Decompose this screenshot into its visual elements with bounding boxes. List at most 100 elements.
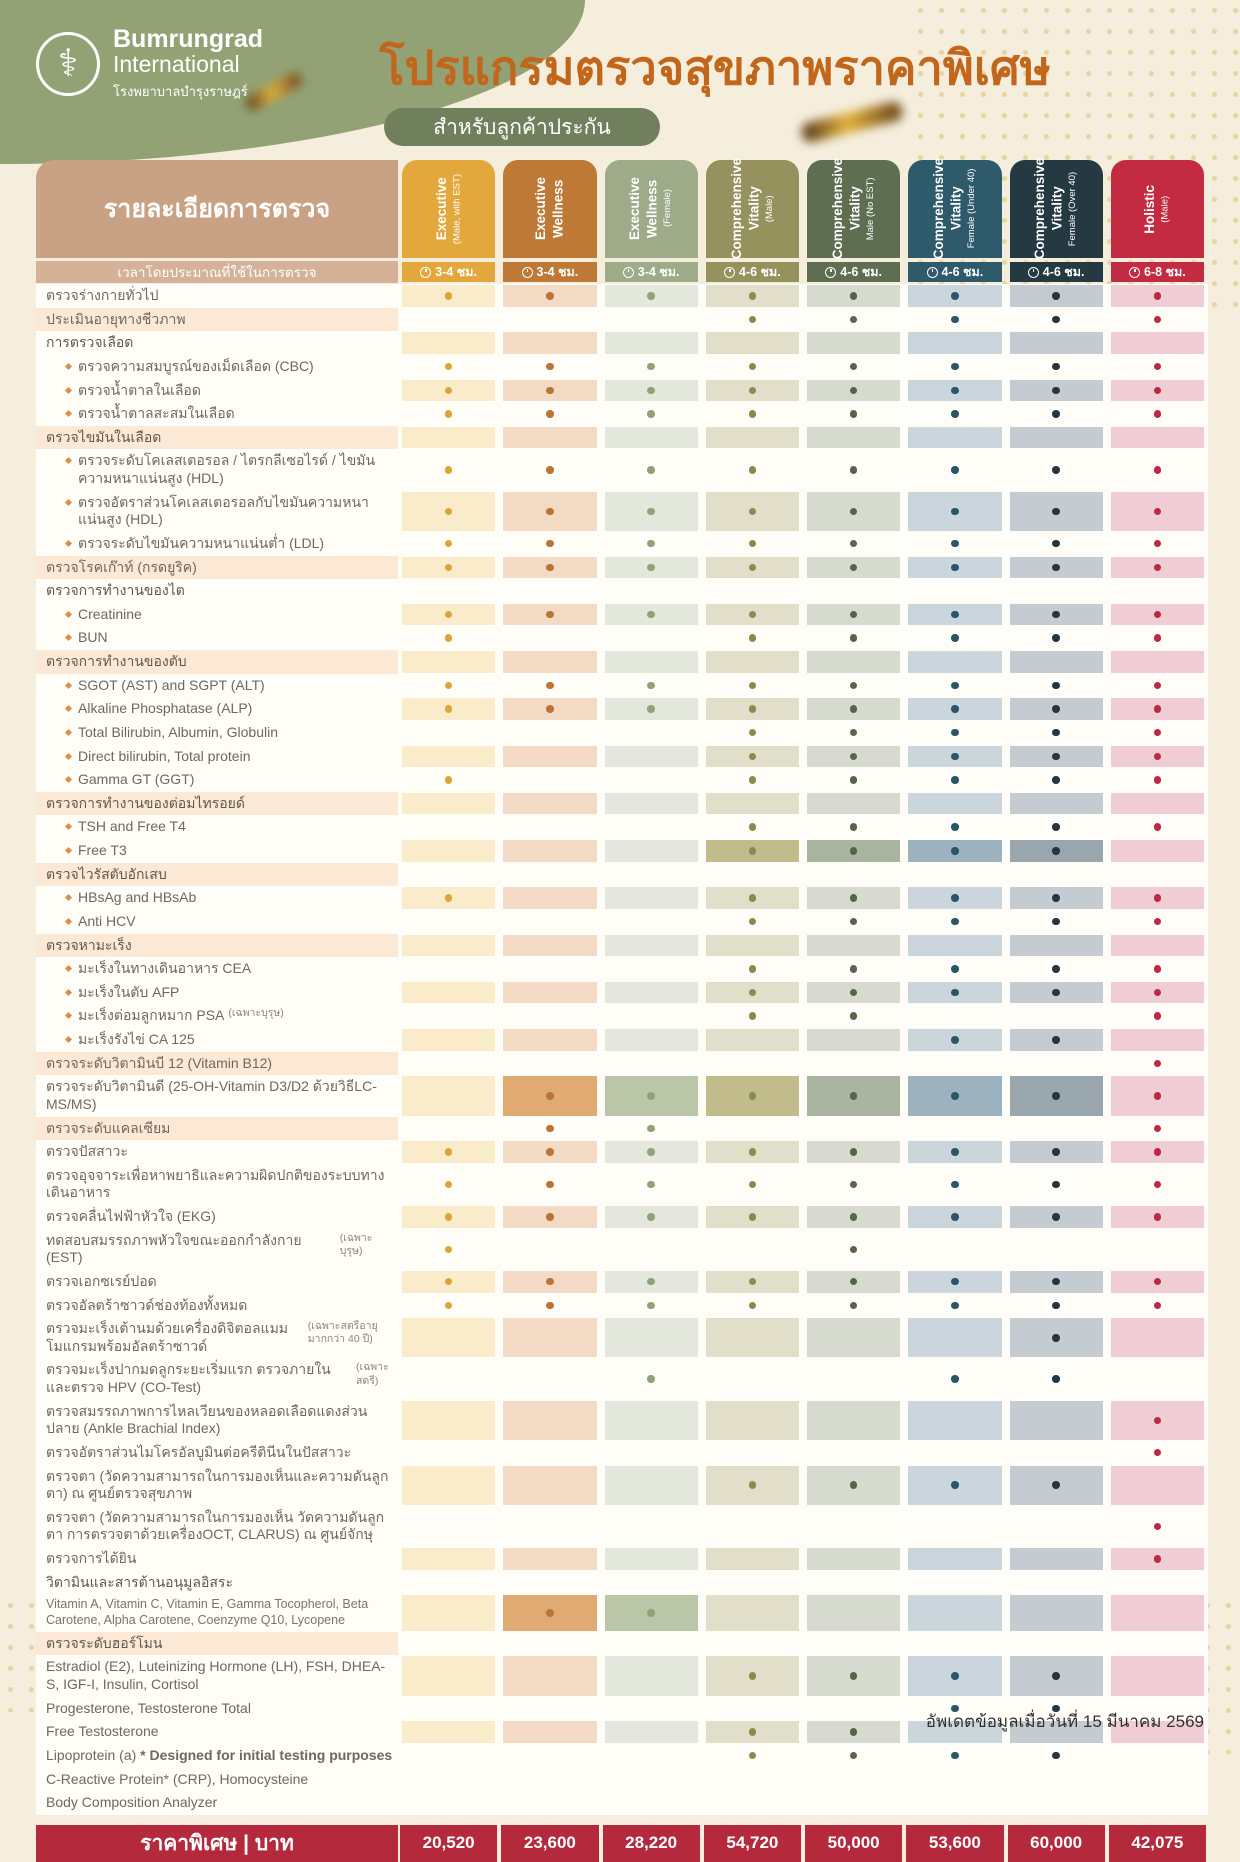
program-cell-bg [908, 698, 1002, 720]
program-cell [601, 579, 702, 603]
included-dot [1153, 292, 1162, 300]
included-dot [1153, 823, 1162, 831]
included-dot [1153, 507, 1162, 515]
duration-cell-bg: 4-6 ชม. [807, 262, 901, 282]
program-cell [499, 745, 600, 769]
program-cell-bg [604, 285, 698, 307]
program-cell [601, 768, 702, 792]
program-subtitle: (Male) [763, 195, 775, 223]
program-cell-bg [1110, 981, 1204, 1004]
included-dot [951, 610, 959, 619]
program-cell [1006, 379, 1107, 403]
table-row: ตรวจระดับฮอร์โมน [36, 1631, 1208, 1656]
program-cell [702, 491, 803, 532]
table-row: ตรวจไวรัสตับอักเสบ [36, 862, 1208, 887]
included-dot [849, 728, 858, 737]
program-cell [1107, 721, 1208, 745]
program-cell [398, 815, 499, 839]
included-dot [1153, 634, 1162, 642]
program-cell [904, 863, 1005, 887]
program-cell [803, 792, 904, 816]
program-cell [499, 957, 600, 981]
program-cell-bg [1010, 309, 1103, 331]
program-cell-bg [706, 816, 799, 838]
program-cell-bg [1111, 1295, 1204, 1317]
row-label-text: ทดสอบสมรรถภาพหัวใจขณะออกกำลังกาย (EST) [46, 1231, 302, 1266]
program-cell-bg [1111, 1442, 1204, 1464]
included-dot [647, 563, 655, 572]
program-cell [702, 910, 803, 934]
row-label: ตรวจมะเร็งปากมดลูกระยะเริ่มแรก ตรวจภายใน… [36, 1358, 398, 1399]
program-cell [499, 308, 600, 332]
row-label-text: ประเมินอายุทางชีวภาพ [46, 310, 186, 327]
program-cell [1006, 768, 1107, 792]
program-cell-bg [1009, 1656, 1103, 1696]
included-dot [1153, 988, 1162, 997]
program-cell [702, 981, 803, 1005]
program-cell [1107, 1744, 1208, 1768]
program-cell [904, 1140, 1005, 1164]
program-cell-bg [604, 651, 698, 673]
included-dot [444, 1301, 453, 1310]
row-label-text: Alkaline Phosphatase (ALP) [78, 700, 253, 717]
duration-cell-bg: 6-8 ชม. [1110, 262, 1204, 282]
program-cell-bg [402, 1745, 495, 1767]
program-column-header: Holistic (Male) [1107, 160, 1208, 258]
program-cell [1006, 1052, 1107, 1076]
program-cell-bg [908, 285, 1002, 307]
diamond-bullet-icon [64, 539, 73, 547]
program-cell-bg [1010, 958, 1103, 980]
program-cell-bg [503, 1053, 596, 1075]
included-dot [951, 1180, 959, 1189]
duration-cell: 3-4 ชม. [601, 261, 702, 283]
program-cell [1107, 650, 1208, 674]
program-cell [601, 426, 702, 450]
included-dot [647, 507, 655, 515]
table-row: ตรวจมะเร็งปากมดลูกระยะเริ่มแรก ตรวจภายใน… [36, 1358, 1208, 1399]
program-cell [904, 1205, 1005, 1229]
program-cell [702, 308, 803, 332]
program-cell-bg [1111, 1769, 1204, 1791]
program-cell-bg [908, 403, 1001, 425]
program-cell-bg [604, 981, 698, 1004]
row-label: ตรวจการได้ยิน [36, 1547, 398, 1571]
program-cell-bg [908, 1141, 1002, 1163]
included-dot [1153, 752, 1162, 761]
program-cell-bg [1009, 698, 1103, 720]
program-cell [601, 910, 702, 934]
program-cell [1107, 839, 1208, 863]
row-label: ตรวจการทำงานของไต [36, 579, 398, 603]
program-cell [1006, 556, 1107, 580]
brand-name-2: International [113, 51, 240, 78]
row-label-text: ตรวจน้ำตาลในเลือด [78, 381, 201, 398]
included-dot [546, 362, 554, 371]
row-label: Estradiol (E2), Luteinizing Hormone (LH)… [36, 1655, 398, 1696]
row-label-text: มะเร็งในทางเดินอาหาร CEA [78, 960, 252, 977]
program-cell-bg [1110, 1595, 1204, 1631]
program-cell [601, 556, 702, 580]
program-cell-bg [908, 1548, 1002, 1570]
program-cell-bg [908, 1745, 1001, 1767]
program-cell-bg [503, 356, 596, 378]
program-cell-bg [605, 722, 698, 744]
included-dot [647, 1375, 655, 1383]
price-value: 20,520 [400, 1824, 498, 1862]
program-cell-bg [1010, 769, 1103, 791]
included-dot [444, 563, 453, 572]
program-cell [904, 957, 1005, 981]
program-cell-bg [1010, 1769, 1103, 1791]
program-cell-bg [807, 1230, 900, 1269]
program-cell-bg [503, 934, 597, 957]
duration-cell-bg: 3-4 ชม. [503, 262, 597, 282]
row-label: ตรวจระดับไขมันความหนาแน่นต่ำ (LDL) [36, 532, 398, 556]
program-column-header: Comprehensive Vitality Male (No EST) [803, 158, 904, 260]
included-dot [849, 539, 858, 548]
included-dot [748, 752, 757, 761]
program-subtitle: Female (Over 40) [1067, 171, 1079, 247]
included-dot [748, 1481, 757, 1489]
included-dot [849, 1092, 858, 1100]
row-label-text: ตรวจมะเร็งเต้านมด้วยเครื่องดิจิตอลแมมโมแ… [46, 1320, 289, 1354]
row-label: การตรวจเลือด [36, 331, 398, 355]
program-cell-bg [908, 722, 1001, 744]
program-cell [398, 1506, 499, 1547]
